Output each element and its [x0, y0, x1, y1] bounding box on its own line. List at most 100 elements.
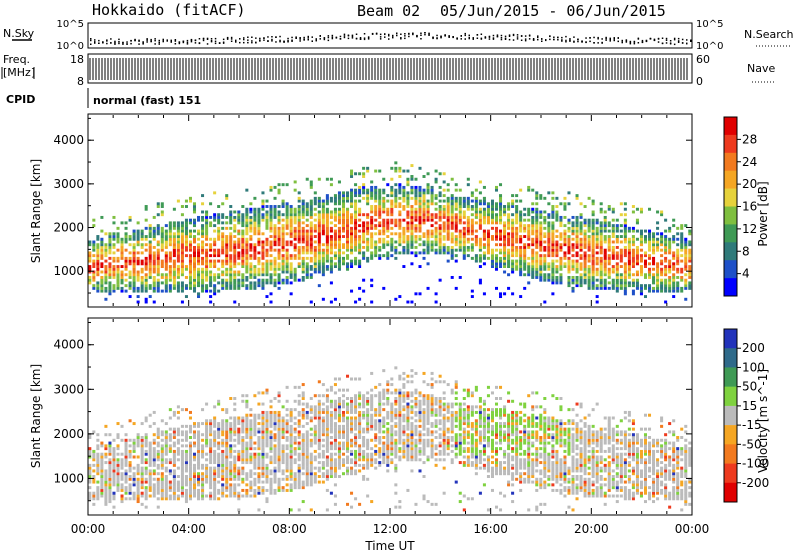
echo-cell — [362, 172, 366, 176]
echo-cell — [245, 427, 249, 431]
echo-cell — [172, 491, 176, 495]
echo-cell — [140, 436, 144, 439]
echo-cell — [136, 259, 140, 263]
nsky-dot — [657, 41, 660, 43]
echo-cell — [474, 254, 478, 258]
echo-cell — [164, 278, 168, 282]
echo-cell — [478, 180, 482, 184]
echo-cell — [325, 207, 329, 211]
echo-cell — [523, 207, 527, 211]
echo-cell — [253, 232, 257, 236]
echo-cell — [430, 202, 434, 206]
echo-cell — [301, 267, 305, 271]
echo-cell — [639, 265, 643, 268]
echo-cell — [329, 177, 333, 181]
echo-cell — [329, 300, 333, 304]
echo-cell — [140, 267, 144, 271]
echo-cell — [422, 205, 426, 208]
echo-cell — [108, 447, 112, 451]
echo-cell — [104, 483, 108, 487]
echo-cell — [511, 235, 515, 238]
echo-cell — [313, 265, 317, 268]
echo-cell — [430, 232, 434, 236]
echo-cell — [209, 430, 213, 434]
echo-cell — [547, 254, 551, 258]
echo-cell — [148, 251, 152, 255]
echo-cell — [301, 256, 305, 260]
echo-cell — [225, 215, 229, 219]
echo-cell — [188, 447, 192, 451]
echo-cell — [164, 444, 168, 448]
echo-cell — [152, 458, 156, 462]
echo-cell — [503, 251, 507, 255]
echo-cell — [579, 262, 583, 266]
echo-cell — [124, 248, 128, 252]
echo-cell — [241, 218, 245, 222]
echo-cell — [450, 221, 454, 225]
echo-cell — [535, 218, 539, 222]
echo-cell — [317, 226, 321, 230]
echo-cell — [615, 256, 619, 260]
echo-cell — [672, 267, 676, 271]
echo-cell — [124, 475, 128, 478]
echo-cell — [643, 275, 647, 279]
echo-cell — [201, 477, 205, 481]
echo-cell — [442, 251, 446, 255]
echo-cell — [494, 256, 499, 260]
echo-cell — [148, 275, 152, 279]
echo-cell — [430, 191, 434, 195]
echo-cell — [390, 202, 394, 206]
echo-cell — [164, 229, 168, 233]
echo-cell — [615, 273, 619, 277]
echo-cell — [591, 240, 595, 244]
echo-cell — [422, 232, 426, 236]
echo-cell — [92, 262, 96, 266]
echo-cell — [188, 494, 192, 498]
echo-cell — [289, 210, 293, 214]
nsky-dot — [202, 39, 205, 42]
echo-cell — [619, 229, 623, 233]
echo-cell — [680, 226, 684, 230]
nsky-dot — [690, 40, 692, 42]
echo-cell — [100, 248, 104, 252]
echo-cell — [257, 237, 261, 241]
echo-cell — [652, 267, 656, 271]
echo-cell — [176, 273, 180, 277]
echo-cell — [652, 235, 656, 238]
echo-cell — [116, 463, 120, 467]
nsky-dot — [90, 39, 92, 42]
echo-cell — [205, 441, 209, 445]
echo-cell — [249, 408, 253, 412]
echo-cell — [104, 297, 108, 301]
echo-cell — [265, 248, 269, 252]
echo-cell — [132, 229, 136, 233]
echo-cell — [92, 480, 96, 484]
echo-cell — [321, 210, 325, 214]
nsky-dot — [186, 39, 189, 42]
echo-cell — [176, 245, 180, 249]
echo-cell — [201, 480, 205, 484]
echo-cell — [188, 199, 192, 203]
echo-cell — [160, 497, 164, 501]
echo-cell — [531, 251, 535, 255]
echo-cell — [398, 221, 402, 225]
echo-cell — [643, 259, 647, 263]
echo-cell — [192, 270, 197, 274]
echo-cell — [205, 273, 209, 277]
echo-cell — [442, 207, 446, 211]
echo-cell — [583, 240, 587, 244]
echo-cell — [354, 235, 358, 238]
echo-cell — [664, 243, 668, 247]
echo-cell — [100, 452, 104, 456]
nsky-dot — [520, 35, 523, 37]
echo-cell — [229, 256, 233, 260]
echo-cell — [112, 469, 116, 473]
echo-cell — [225, 447, 229, 451]
echo-cell — [281, 281, 285, 285]
echo-cell — [515, 248, 519, 252]
echo-cell — [499, 243, 503, 247]
echo-cell — [563, 251, 567, 255]
echo-cell — [237, 430, 241, 434]
echo-cell — [116, 235, 120, 238]
echo-cell — [221, 424, 225, 428]
